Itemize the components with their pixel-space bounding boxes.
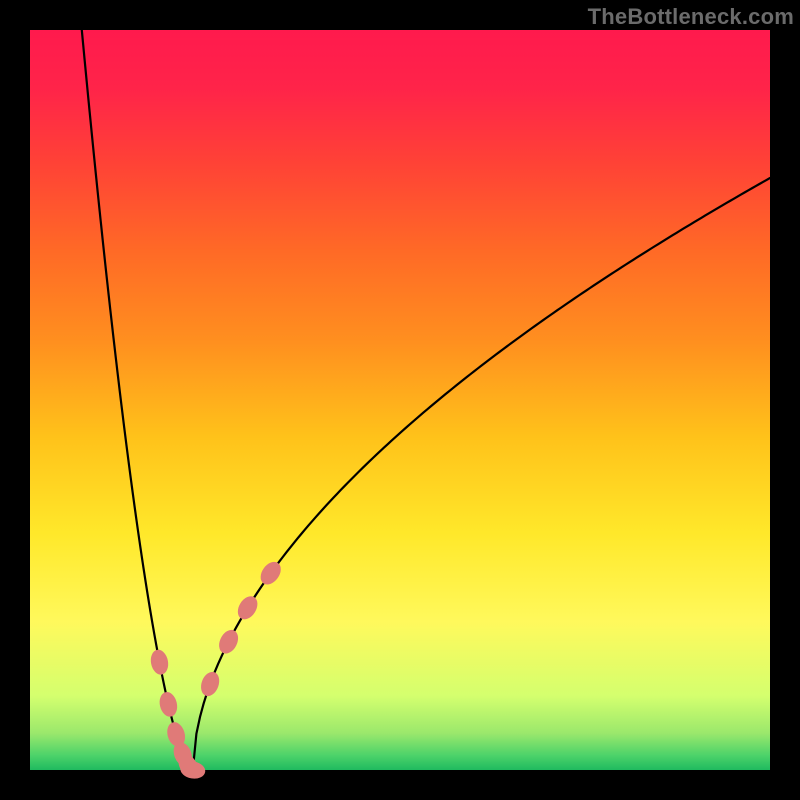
curve-marker: [198, 670, 221, 698]
curve-marker: [149, 649, 169, 676]
curve-marker: [158, 691, 179, 718]
curve-marker: [216, 627, 241, 656]
watermark-text: TheBottleneck.com: [588, 4, 794, 30]
bottleneck-curve: [82, 30, 770, 770]
curve-marker: [235, 593, 261, 622]
curve-marker: [257, 559, 284, 588]
chart-svg: [0, 0, 800, 800]
chart-stage: TheBottleneck.com: [0, 0, 800, 800]
